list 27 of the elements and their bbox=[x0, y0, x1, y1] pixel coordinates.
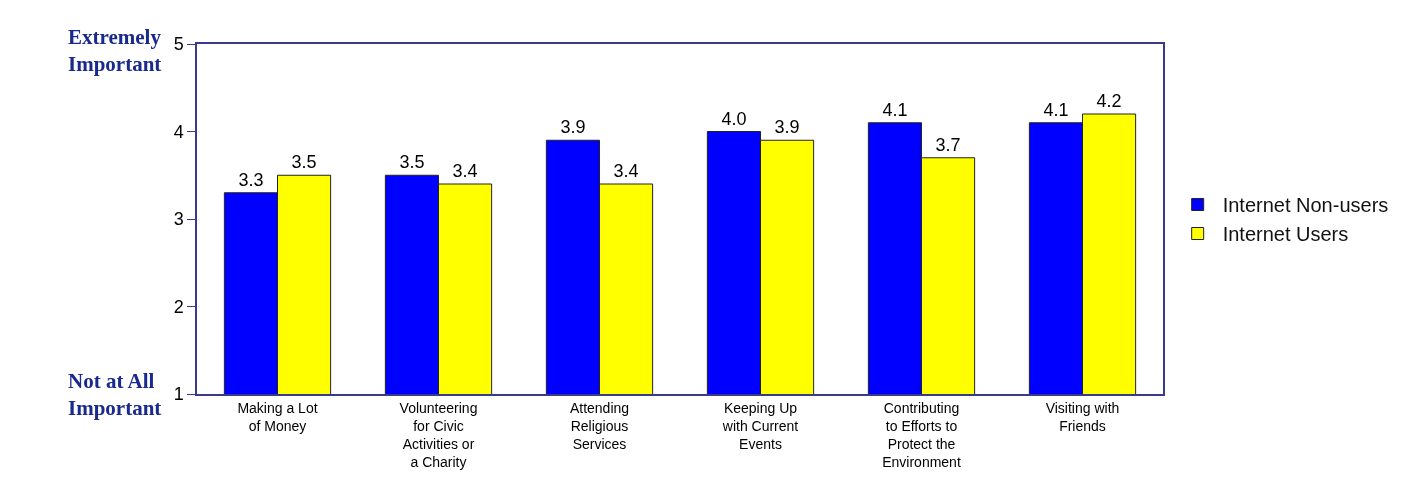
data-label: 3.7 bbox=[935, 134, 961, 155]
text: Extremely Important bbox=[68, 25, 162, 77]
y-tick-label: 2 bbox=[173, 296, 184, 317]
x-tick-label: Attending Religious Services bbox=[569, 399, 630, 452]
legend-label: Internet Users bbox=[1222, 223, 1349, 246]
data-label: 3.4 bbox=[613, 161, 639, 181]
data-label: 3.9 bbox=[774, 117, 800, 138]
x-tick-label: Making a Lot of Money bbox=[237, 399, 318, 434]
x-tick-label: Keeping Up with Current Events bbox=[721, 399, 799, 452]
data-label: 4.2 bbox=[1096, 91, 1122, 111]
legend-label: Internet Non-users bbox=[1222, 194, 1389, 217]
data-label: 4.0 bbox=[721, 108, 747, 129]
data-label: 3.5 bbox=[291, 152, 317, 173]
text: Not at All Important bbox=[68, 369, 162, 421]
y-tick-label: 4 bbox=[173, 121, 184, 142]
x-tick-label: Visiting with Friends bbox=[1045, 399, 1120, 434]
y-tick-label: 3 bbox=[173, 209, 184, 230]
data-label: 3.9 bbox=[560, 117, 586, 138]
data-label: 3.4 bbox=[452, 161, 478, 181]
x-tick-label: Contributing to Efforts to Protect the Environment bbox=[882, 399, 961, 471]
data-label: 3.3 bbox=[238, 169, 264, 190]
data-label: 4.1 bbox=[1043, 99, 1069, 120]
data-label: 3.5 bbox=[399, 152, 425, 173]
data-label: 4.1 bbox=[882, 99, 908, 120]
y-tick-label: 5 bbox=[173, 34, 184, 55]
y-tick-label: 1 bbox=[173, 384, 184, 405]
x-tick-label: Volunteering for Civic Activities or a Charity bbox=[399, 399, 478, 471]
